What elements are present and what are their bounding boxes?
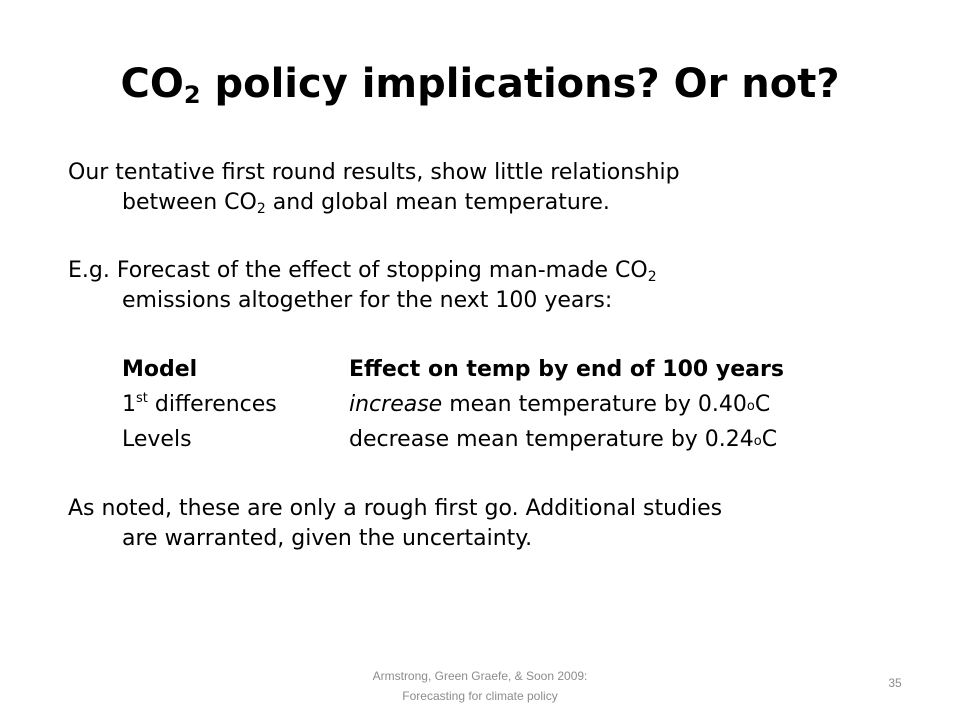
degree-symbol: o	[753, 434, 762, 449]
title-subscript: 2	[183, 81, 201, 109]
model-ordinal-suffix: st	[136, 391, 148, 406]
slide-footer: Armstrong, Green Graefe, & Soon 2009: Fo…	[330, 666, 630, 706]
footer-line1: Armstrong, Green Graefe, & Soon 2009:	[372, 669, 588, 683]
header-effect: Effect on temp by end of 100 years	[349, 357, 784, 382]
paragraph-results: Our tentative first round results, show …	[68, 158, 898, 218]
results-line2-end: and global mean temperature.	[265, 190, 610, 215]
effect-direction: increase	[349, 392, 443, 417]
example-line1-text: E.g. Forecast of the effect of stopping …	[68, 258, 648, 283]
paragraph-results-line2: between CO2 and global mean temperature.	[68, 188, 898, 218]
row-effect-increase: increase mean temperature by 0.40oC	[349, 387, 912, 422]
title-text-co: CO	[120, 61, 184, 107]
paragraph-conclusion: As noted, these are only a rough first g…	[68, 494, 898, 554]
results-line2-start: between CO	[122, 190, 257, 215]
paragraph-conclusion-line2: are warranted, given the uncertainty.	[122, 526, 533, 551]
co2-subscript: 2	[256, 201, 266, 217]
header-model: Model	[122, 357, 198, 382]
paragraph-conclusion-line1: As noted, these are only a rough first g…	[68, 496, 723, 521]
slide-title: CO2 policy implications? Or not?	[0, 60, 960, 108]
paragraph-example-line2: emissions altogether for the next 100 ye…	[122, 288, 613, 313]
paragraph-results-line1: Our tentative first round results, show …	[68, 160, 680, 185]
row-model-levels: Levels	[122, 427, 192, 452]
paragraph-example-line1: E.g. Forecast of the effect of stopping …	[68, 258, 657, 285]
title-text-rest: policy implications? Or not?	[200, 61, 840, 107]
effect-unit: C	[761, 427, 778, 452]
paragraph-example: E.g. Forecast of the effect of stopping …	[68, 256, 898, 316]
table-header-row: Model Effect on temp by end of 100 years	[122, 352, 912, 387]
effect-text: decrease mean temperature by 0.24	[349, 427, 754, 452]
page-number: 35	[888, 676, 902, 690]
effect-unit: C	[754, 392, 771, 417]
table-row: Levels decrease mean temperature by 0.24…	[122, 422, 912, 457]
effect-text: mean temperature by 0.40	[442, 392, 747, 417]
table-row: 1st differences increase mean temperatur…	[122, 387, 912, 422]
co2-subscript: 2	[647, 269, 657, 285]
model-name: differences	[147, 392, 277, 417]
degree-symbol: o	[746, 399, 755, 414]
model-ordinal: 1	[122, 392, 136, 417]
row-model-differences: 1st differences	[122, 387, 349, 422]
model-effect-table: Model Effect on temp by end of 100 years…	[122, 352, 912, 457]
footer-line2: Forecasting for climate policy	[402, 689, 558, 703]
row-effect-decrease: decrease mean temperature by 0.24oC	[349, 422, 912, 457]
